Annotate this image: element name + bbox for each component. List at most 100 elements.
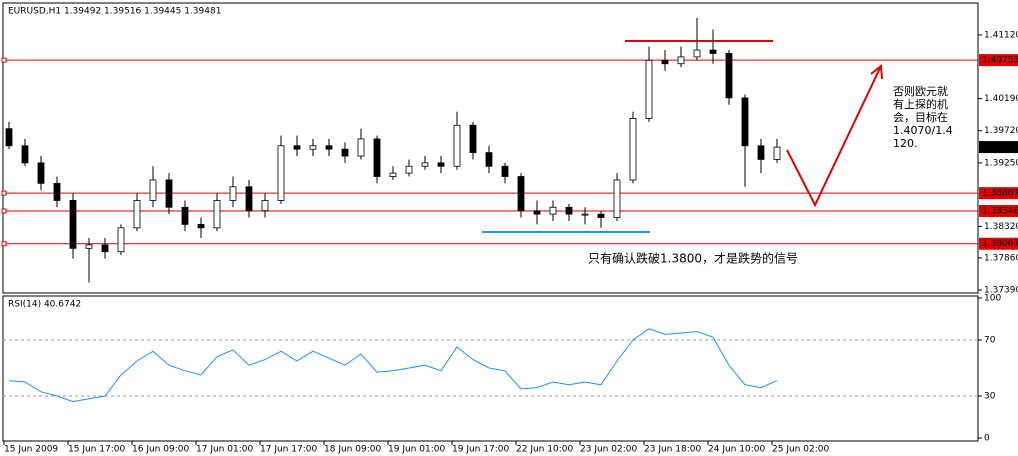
- rsi-line: [8, 328, 778, 403]
- y-tick-label: 100: [984, 294, 1001, 304]
- candle-body: [149, 179, 157, 201]
- candle-body: [421, 162, 429, 167]
- candle-body: [325, 145, 333, 150]
- y-tick-label: 1.37390: [984, 286, 1018, 296]
- candle-body: [533, 210, 541, 215]
- candle-body: [245, 186, 253, 212]
- level-label-box: [979, 54, 1018, 67]
- x-tick-label: 23 Jun 02:00: [580, 445, 637, 455]
- last-price-label: 1.39481: [982, 143, 1018, 153]
- level-handle: [1, 241, 7, 247]
- arrow-head: [870, 64, 883, 80]
- candle-body: [357, 138, 365, 157]
- level-handle: [1, 190, 7, 196]
- y-tick-label: 1.37860: [984, 253, 1018, 263]
- y-tick-label: 1.41120: [984, 31, 1018, 41]
- candle-body: [645, 59, 653, 119]
- candle-body: [709, 49, 717, 54]
- candle-body: [197, 223, 205, 229]
- y-tick-label: 1.39250: [984, 158, 1018, 168]
- main-panel: [2, 2, 979, 294]
- annotation-line: 120.: [893, 137, 918, 150]
- candle-body: [229, 186, 237, 201]
- level-label: 1.38807: [982, 189, 1018, 199]
- x-tick-label: 18 Jun 09:00: [324, 445, 381, 455]
- candle-body: [133, 200, 141, 229]
- candle-body: [21, 145, 29, 164]
- candle-body: [565, 206, 573, 215]
- level-label-box: [979, 237, 1018, 250]
- candle-body: [117, 227, 125, 253]
- candle-body: [213, 200, 221, 229]
- candle-body: [549, 206, 557, 215]
- level-handle: [1, 208, 7, 214]
- y-tick-label: 1.39720: [984, 126, 1018, 136]
- candle-body: [309, 145, 317, 150]
- x-tick-label: 23 Jun 18:00: [644, 445, 701, 455]
- y-tick-label: 30: [984, 392, 996, 402]
- annotation-line: 否则欧元就: [893, 84, 948, 98]
- candle-body: [453, 124, 461, 167]
- x-tick-label: 19 Jun 01:00: [388, 445, 445, 455]
- x-tick-label: 25 Jun 02:00: [772, 445, 829, 455]
- candle-body: [293, 145, 301, 150]
- candle-body: [581, 213, 589, 216]
- y-tick-label: 0: [984, 434, 990, 444]
- x-tick-label: 15 Jun 2009: [4, 445, 58, 455]
- y-tick-label: 1.40190: [984, 94, 1018, 104]
- candle-body: [261, 200, 269, 212]
- candle-body: [181, 206, 189, 225]
- x-tick-label: 16 Jun 09:00: [132, 445, 189, 455]
- level-handle: [1, 57, 7, 63]
- candle-body: [101, 244, 109, 253]
- candle-body: [517, 176, 525, 212]
- x-tick-label: 17 Jun 17:00: [260, 445, 317, 455]
- candle-body: [389, 172, 397, 177]
- candle-body: [613, 179, 621, 218]
- x-tick-label: 15 Jun 17:00: [68, 445, 125, 455]
- y-tick-label: 1.38320: [984, 222, 1018, 232]
- candle-body: [53, 182, 61, 201]
- candle-body: [597, 213, 605, 218]
- candle-body: [757, 145, 765, 160]
- annotation: 只有确认跌破1.3800，才是跌势的信号: [588, 251, 798, 266]
- candle-body: [165, 179, 173, 208]
- candle-body: [677, 56, 685, 65]
- candle-body: [469, 124, 477, 154]
- annotation-line: 有上探的机: [893, 97, 948, 111]
- level-label: 1.40753: [982, 56, 1018, 66]
- chart-title: EURUSD,H1 1.39492 1.39516 1.39445 1.3948…: [8, 7, 221, 17]
- forecast-arrow: [786, 67, 881, 208]
- level-label: 1.38546: [982, 206, 1018, 216]
- candle-body: [85, 244, 93, 249]
- candle-body: [37, 162, 45, 184]
- y-tick-label: 70: [984, 336, 996, 346]
- last-price-box: [979, 141, 1018, 154]
- level-label-box: [979, 187, 1018, 200]
- annotation-line: 会，目标在: [893, 110, 948, 124]
- candle-body: [501, 165, 509, 177]
- candle-body: [725, 53, 733, 99]
- candle-body: [437, 162, 445, 167]
- x-tick-label: 17 Jun 01:00: [196, 445, 253, 455]
- candle-body: [661, 59, 669, 65]
- candle-body: [693, 49, 701, 58]
- candle-body: [69, 200, 77, 249]
- candle-body: [629, 118, 637, 181]
- candle-body: [5, 128, 13, 147]
- candle-body: [341, 148, 349, 157]
- candle-body: [405, 165, 413, 174]
- level-label-box: [979, 204, 1018, 217]
- x-tick-label: 24 Jun 10:00: [708, 445, 765, 455]
- candle-body: [773, 146, 781, 160]
- candle-body: [277, 145, 285, 201]
- candle-body: [741, 97, 749, 147]
- level-label: 1.38067: [982, 239, 1018, 249]
- annotation-line: 1.4070/1.4: [893, 124, 953, 137]
- x-tick-label: 22 Jun 10:00: [516, 445, 573, 455]
- candle-body: [485, 152, 493, 167]
- plot-layer: 1.41120 1.40190 1.39720 1.39250 1.38320 1.378…: [1, 17, 1018, 455]
- x-tick-label: 19 Jun 17:00: [452, 445, 509, 455]
